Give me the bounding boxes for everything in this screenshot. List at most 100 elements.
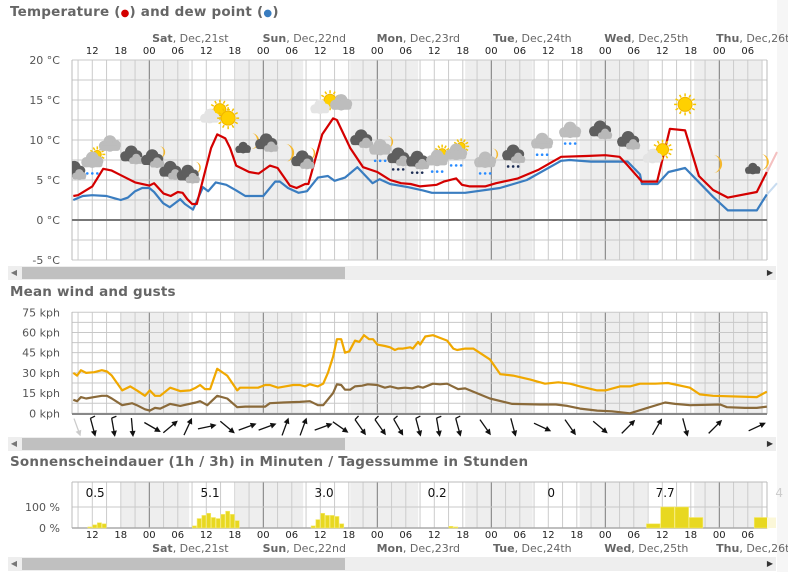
hour-tick-label: 18 — [570, 530, 583, 541]
wind-direction-arrow-icon — [479, 419, 491, 436]
rain-drop — [96, 172, 99, 175]
sun-ray — [214, 100, 217, 104]
sunshine-bar — [646, 523, 661, 529]
sunshine-bar — [211, 517, 216, 529]
hour-tick-label: 18 — [114, 530, 127, 541]
arrow-head — [360, 428, 366, 436]
cloud-base — [559, 132, 581, 138]
rain-drop — [396, 168, 400, 171]
temperature-scrollbar[interactable]: ◀ ▶ — [8, 266, 776, 280]
sunshine-bar-faded — [767, 517, 776, 528]
arrow-head — [683, 430, 690, 437]
arrow-barb — [436, 415, 442, 419]
daily-sunshine-total: 5.1 — [201, 486, 220, 500]
cloud-dark-moon-icon — [141, 146, 166, 169]
sun-ray — [234, 112, 239, 115]
day-date: , Dec,24th — [515, 32, 572, 45]
rain-drop — [373, 159, 377, 163]
rain-drop — [568, 142, 572, 145]
sun-disc — [677, 96, 693, 112]
scrollbar-thumb[interactable] — [22, 558, 345, 570]
wind-direction-arrow-icon — [281, 417, 290, 436]
wind-axes: 75 kph 60 kph 45 kph 30 kph 15 kph 0 kph — [22, 306, 60, 420]
temperature-axes: Sat, Dec,21st Sun, Dec,22nd Mon, Dec,23rd T… — [29, 32, 788, 267]
arrow-barb — [374, 415, 379, 421]
day-label: Thu, Dec,26th — [716, 32, 788, 45]
scroll-left-arrow-icon[interactable]: ◀ — [10, 268, 18, 277]
rain-drop — [573, 142, 577, 145]
rain-cloud-grey-icon — [559, 121, 582, 145]
scroll-right-arrow-icon[interactable]: ▶ — [766, 439, 774, 448]
wind-scrollbar[interactable]: ◀ ▶ — [8, 437, 776, 451]
scroll-left-arrow-icon[interactable]: ◀ — [10, 559, 18, 568]
rain-drop — [420, 171, 424, 174]
cloud-base — [82, 162, 103, 168]
hour-tick-label: 00 — [257, 530, 270, 541]
sunshine-bar — [674, 506, 689, 529]
arrow-head — [397, 428, 404, 436]
hour-tick-label: 18 — [570, 46, 583, 57]
day-date: , Dec,26th — [739, 542, 788, 555]
sunshine-scrollbar[interactable]: ◀ ▶ — [8, 557, 776, 571]
day-label: Tue, Dec,24th — [493, 32, 572, 45]
scrollbar-thumb[interactable] — [22, 438, 345, 450]
wind-direction-arrow-icon — [682, 418, 690, 437]
day-weekday: Thu — [716, 32, 739, 45]
y-tick-label: 15 kph — [22, 387, 60, 400]
rain-drop — [478, 172, 482, 175]
day-weekday: Mon — [377, 542, 403, 555]
day-weekday: Tue — [493, 542, 515, 555]
scrollbar-thumb[interactable] — [22, 267, 345, 279]
rain-drop — [449, 164, 453, 167]
sun-ray — [231, 124, 235, 129]
arrow-head — [210, 423, 217, 430]
sunshine-bar — [220, 514, 226, 529]
sun-ray — [678, 94, 682, 98]
daily-sunshine-total: 4 — [775, 486, 783, 500]
arrow-head — [249, 422, 257, 429]
cloud-grey-icon — [330, 94, 353, 111]
sun-disc — [656, 143, 670, 157]
cloud-dark-icon — [120, 145, 144, 165]
night-shading — [120, 482, 190, 528]
hour-tick-label: 06 — [513, 46, 526, 57]
hour-tick-label: 18 — [342, 530, 355, 541]
scroll-right-arrow-icon[interactable]: ▶ — [766, 268, 774, 277]
sun-icon — [217, 107, 240, 130]
rain-moon-cloud-icon — [369, 135, 394, 163]
arrow-head — [456, 430, 462, 437]
rain-drop — [383, 159, 387, 163]
sunshine-bar — [87, 526, 93, 529]
wind-direction-arrow-icon — [393, 415, 404, 436]
sunshine-bar — [234, 520, 240, 529]
y-tick-label: 20 °C — [29, 54, 60, 67]
dew-point-legend-dot: ● — [263, 8, 273, 19]
y-tick-label: 0 % — [39, 522, 60, 535]
rain-drop — [535, 153, 539, 156]
day-label: Thu, Dec,26th — [716, 542, 788, 555]
y-tick-label: 75 kph — [22, 306, 60, 319]
sun-ray — [691, 107, 696, 111]
arrow-head — [269, 422, 277, 429]
day-weekday: Wed — [604, 32, 631, 45]
scroll-right-arrow-icon[interactable]: ▶ — [766, 559, 774, 568]
rain-drop — [483, 172, 487, 175]
sunshine-bar — [230, 514, 235, 529]
temperature-line — [73, 117, 768, 206]
sunshine-time-axis: 12 18 00 06 12 18 00 06 12 18 00 06 12 18 00 06 12 18 00 06… — [86, 530, 788, 555]
cloud-base — [643, 158, 662, 163]
moon-icon — [387, 135, 394, 148]
day-label: Tue, Dec,24th — [493, 542, 572, 555]
sun-ray — [218, 112, 222, 115]
sun-disc — [213, 103, 227, 117]
hour-tick-label: 12 — [314, 46, 327, 57]
wind-direction-arrow-icon — [621, 419, 636, 434]
hour-tick-label: 06 — [741, 530, 754, 541]
sun-ray — [444, 145, 447, 149]
arrow-head — [301, 417, 308, 425]
hour-tick-label: 00 — [599, 530, 612, 541]
scroll-left-arrow-icon[interactable]: ◀ — [10, 439, 18, 448]
hour-tick-label: 00 — [371, 530, 384, 541]
day-date: , Dec,23rd — [403, 542, 460, 555]
